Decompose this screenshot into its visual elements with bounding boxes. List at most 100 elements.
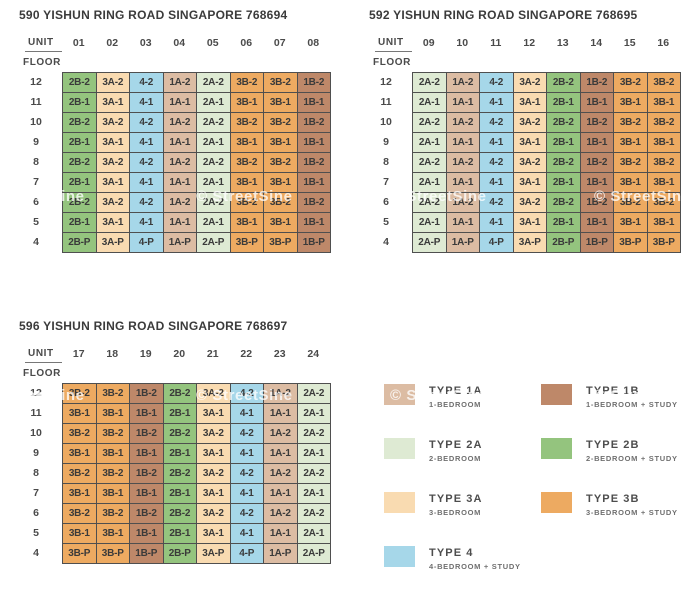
unit-cell: 3B-1 [614,173,648,193]
unit-cell: 3B-1 [264,213,298,233]
unit-cell: 1B-2 [580,113,614,133]
floor-number: 5 [383,216,389,228]
unit-cell: 4-2 [230,504,264,524]
unit-cell: 3B-2 [614,73,648,93]
unit-cell: 3B-2 [63,424,97,444]
unit-cell: 1B-1 [297,133,331,153]
legend-swatch-4 [384,546,415,567]
legend-item: TYPE 2A 2-BEDROOM [429,439,483,463]
unit-cell: 3B-2 [614,153,648,173]
unit-cell: 1A-P [446,233,480,253]
floor-header-label: FLOOR [373,57,411,68]
unit-cell: 2A-1 [297,484,331,504]
legend-sublabel: 1-BEDROOM [429,400,482,409]
unit-cell: 3B-1 [614,213,648,233]
unit-cell: 3A-2 [96,153,130,173]
unit-cell: 4-2 [480,113,514,133]
unit-cell: 2A-1 [197,93,231,113]
unit-cell: 2B-2 [63,193,97,213]
unit-cell: 3B-2 [647,113,681,133]
unit-cell: 2A-2 [413,193,447,213]
unit-cell: 2B-1 [63,133,97,153]
unit-cell: 1B-1 [580,173,614,193]
floor-header-label: FLOOR [23,368,61,379]
unit-cell: 1A-1 [163,133,197,153]
unit-cell: 3A-2 [96,193,130,213]
unit-number: 12 [523,37,536,49]
unit-cell: 1B-2 [297,113,331,133]
unit-cell: 1A-2 [446,113,480,133]
unit-cell: 4-2 [130,193,164,213]
unit-cell: 1B-2 [580,153,614,173]
unit-header-label: UNIT [28,37,54,48]
floor-number: 9 [33,136,39,148]
unit-cell: 1B-1 [130,484,164,504]
legend-item: TYPE 4 4-BEDROOM + STUDY [429,547,521,571]
floor-number: 10 [380,116,392,128]
unit-cell: 3A-2 [513,153,547,173]
unit-cell: 3B-1 [63,524,97,544]
unit-cell: 3B-2 [647,193,681,213]
unit-cell: 4-1 [480,213,514,233]
unit-cell: 1A-2 [163,153,197,173]
unit-cell: 2A-2 [297,504,331,524]
unit-cell: 2B-1 [63,93,97,113]
building-table-590: 590 YISHUN RING ROAD SINGAPORE 768694 UN… [19,6,334,261]
unit-numbers-row: 09 10 11 12 13 14 15 16 [412,37,680,49]
unit-cell: 2B-2 [547,113,581,133]
unit-cell: 3A-1 [197,444,231,464]
unit-cell: 3B-1 [647,213,681,233]
legend-swatch-2a [384,438,415,459]
unit-cell: 4-1 [130,133,164,153]
floor-number: 8 [33,467,39,479]
unit-cell: 3B-2 [647,73,681,93]
unit-number: 17 [72,348,85,360]
unit-cell: 2A-1 [413,93,447,113]
unit-cell: 2A-1 [297,444,331,464]
unit-numbers-row: 17 18 19 20 21 22 23 24 [62,348,330,360]
unit-cell: 1A-2 [163,193,197,213]
building-title: 596 YISHUN RING ROAD SINGAPORE 768697 [19,319,288,333]
unit-cell: 3B-2 [63,384,97,404]
unit-number: 04 [173,37,186,49]
unit-cell: 2A-1 [197,213,231,233]
legend-sublabel: 2-BEDROOM [429,454,482,463]
unit-cell: 4-1 [480,133,514,153]
unit-cell: 3B-2 [230,193,264,213]
unit-cell: 4-2 [230,384,264,404]
unit-cell: 3B-1 [647,93,681,113]
unit-cell: 2A-2 [297,384,331,404]
unit-cell: 3A-1 [96,133,130,153]
unit-cell: 3A-P [513,233,547,253]
unit-cell: 3A-2 [513,193,547,213]
floor-number: 8 [383,156,389,168]
floor-number: 8 [33,156,39,168]
unit-number: 18 [106,348,119,360]
unit-cell: 2A-2 [297,424,331,444]
unit-cell: 2B-1 [547,133,581,153]
legend-item: TYPE 1B 1-BEDROOM + STUDY [586,385,678,409]
legend-swatch-1b [541,384,572,405]
floor-number: 6 [383,196,389,208]
legend-label: TYPE 4 [429,547,474,559]
unit-number: 13 [556,37,569,49]
unit-number: 11 [490,37,502,49]
unit-cell: 4-2 [230,464,264,484]
unit-cell: 1B-P [297,233,331,253]
unit-number: 21 [206,348,219,360]
unit-cell: 3B-2 [63,504,97,524]
unit-cell: 3B-2 [96,504,130,524]
legend-swatch-2b [541,438,572,459]
unit-cell: 3B-1 [96,524,130,544]
unit-number: 16 [657,37,670,49]
unit-number: 06 [240,37,253,49]
unit-cell: 1A-P [163,233,197,253]
legend-sublabel: 3-BEDROOM + STUDY [586,508,678,517]
legend-label: TYPE 3A [429,493,483,505]
unit-cell: 3B-2 [264,153,298,173]
unit-cell: 1A-2 [446,193,480,213]
unit-cell: 2A-1 [413,213,447,233]
unit-cell: 4-2 [130,153,164,173]
floor-number: 10 [30,116,42,128]
unit-cell: 2B-2 [163,504,197,524]
